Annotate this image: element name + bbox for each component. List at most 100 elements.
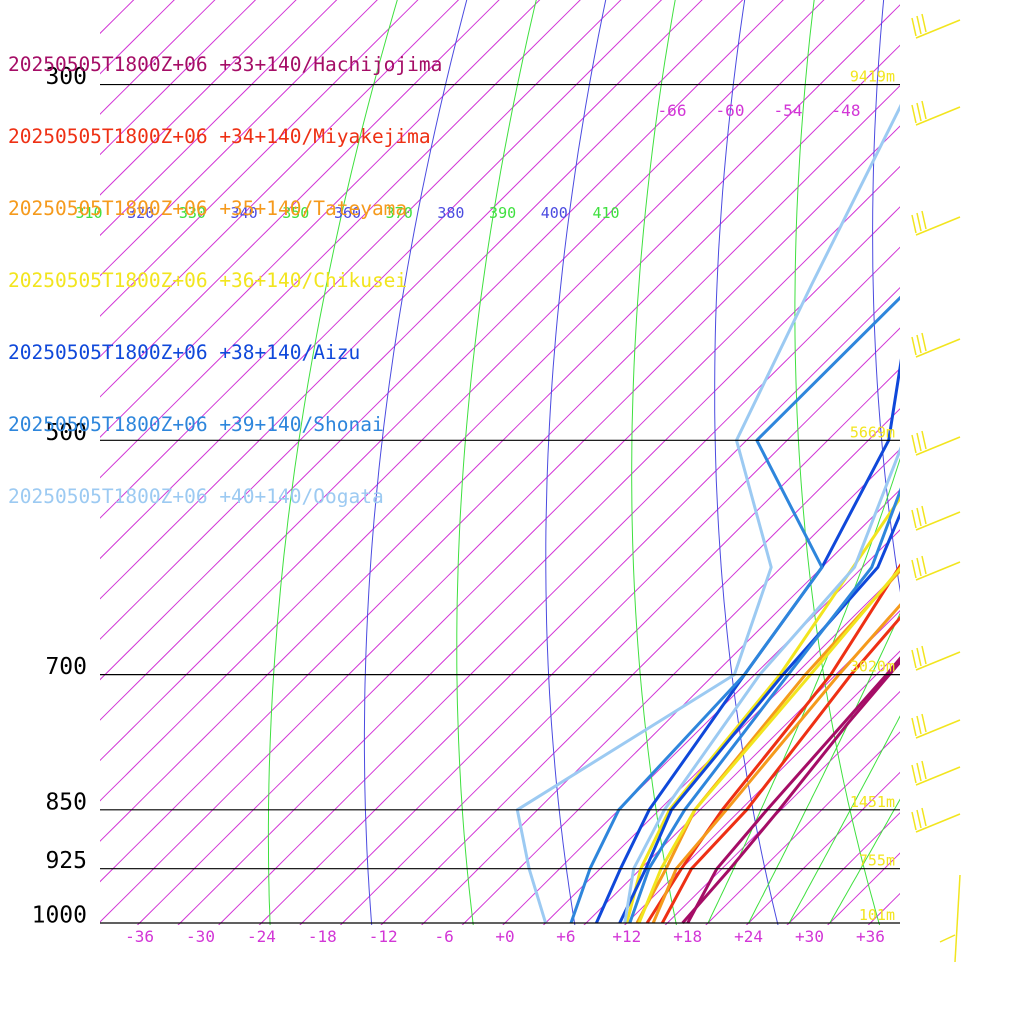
wind-barb-staff (915, 511, 961, 531)
height-label: 755m (859, 852, 895, 870)
series-0-dewpoint-line (681, 659, 900, 924)
pressure-label: 1000 (32, 903, 87, 929)
dry-adiabat-line (794, 0, 881, 925)
legend-entry-aizu: 20250505T1800Z+06 +38+140/Aizu (8, 341, 361, 364)
legend-entry-chikusei: 20250505T1800Z+06 +36+140/Chikusei (8, 269, 408, 292)
isotherm-line (100, 4, 900, 802)
theta-label: 360 (334, 204, 361, 222)
isotherm-line (745, 771, 900, 925)
isotherm-line (502, 529, 900, 925)
moist-adiabat-line (748, 612, 900, 924)
wind-barb-flag (921, 555, 927, 575)
legend-entry-tateyama: 20250505T1800Z+06 +35+140/Tateyama (8, 197, 408, 220)
series-2-dewpoint-line (635, 568, 900, 924)
wind-barb-staff (915, 813, 961, 833)
wind-barb-flag (921, 430, 927, 450)
wind-barb-flag (911, 434, 917, 454)
theta-label: 390 (489, 204, 516, 222)
isotherm-line (958, 0, 1024, 957)
wind-barb-staff (915, 436, 961, 456)
isotherm-upper-label: -54 (774, 101, 803, 120)
wind-barb-flag (916, 334, 922, 354)
wind-barb-flag (921, 807, 927, 827)
isotherm-line (786, 812, 900, 925)
theta-label: 310 (75, 204, 102, 222)
isotherm-upper-label: -60 (716, 101, 745, 120)
wind-barb-flag (939, 934, 956, 943)
dry-adiabat-line (545, 0, 607, 925)
dry-adiabat-line (872, 0, 900, 593)
theta-label: 350 (282, 204, 309, 222)
wind-barb-flag (921, 332, 927, 352)
height-label: 9419m (850, 68, 895, 86)
x-tick-label: -12 (369, 927, 398, 946)
moist-adiabat-line (829, 798, 900, 924)
isotherm-line (867, 892, 900, 925)
wind-barb-flag (921, 713, 927, 733)
isotherm-line (299, 327, 900, 925)
x-tick-label: +30 (795, 927, 824, 946)
dry-adiabat-line (714, 0, 779, 925)
x-tick-label: +36 (856, 927, 885, 946)
isotherm-line (380, 408, 900, 925)
height-label: 101m (859, 906, 895, 924)
wind-barbs (911, 13, 961, 963)
theta-label: 330 (179, 204, 206, 222)
legend-entry-oogata: 20250505T1800Z+06 +40+140/Oogata (8, 485, 384, 508)
isotherm-line (100, 125, 900, 923)
moist-adiabat-line (788, 715, 900, 924)
wind-barb-flag (911, 811, 917, 831)
x-tick-label: -30 (186, 927, 215, 946)
legend-entry-hachijojima: 20250505T1800Z+06 +33+140/Hachijojima (8, 53, 443, 76)
isotherm-line (583, 610, 900, 925)
wind-barb-flag (921, 100, 927, 120)
wind-barb-flag (916, 15, 922, 35)
wind-barb-flag (911, 764, 917, 784)
wind-barb-flag (916, 102, 922, 122)
isotherm-line (705, 731, 900, 925)
isotherm-line (624, 650, 900, 925)
x-tick-label: +0 (495, 927, 514, 946)
wind-barb-flag (916, 212, 922, 232)
wind-barb-flag (921, 645, 927, 665)
legend-entry-shonai: 20250505T1800Z+06 +39+140/Shonai (8, 413, 384, 436)
isotherm-line (100, 0, 703, 600)
height-label: 1451m (850, 793, 895, 811)
series-4-temperature-line (618, 510, 900, 924)
x-tick-label: -6 (434, 927, 453, 946)
dry-adiabat-line (363, 0, 468, 925)
wind-barb-staff (915, 651, 961, 671)
series-2-temperature-line (651, 603, 900, 924)
wind-barb-staff (915, 216, 961, 236)
theta-label: 380 (437, 204, 464, 222)
wind-barb-flag (921, 13, 927, 33)
theta-label: 400 (541, 204, 568, 222)
wind-barb-flag (916, 557, 922, 577)
wind-barb-flag (911, 717, 917, 737)
wind-barb-flag (916, 432, 922, 452)
dry-adiabat-line (267, 0, 398, 925)
theta-label: 370 (386, 204, 413, 222)
wind-barb-flag (916, 762, 922, 782)
wind-barb-flag (921, 210, 927, 230)
sounding-profiles (515, 103, 900, 924)
isotherm-line (542, 569, 900, 925)
isotherm-line (136, 165, 900, 925)
isotherm-line (100, 84, 900, 883)
isotherm-upper-label: -48 (832, 101, 861, 120)
isotherm-line (100, 0, 825, 721)
isotherm-line (339, 367, 900, 925)
x-tick-label: -24 (247, 927, 276, 946)
theta-label: 320 (127, 204, 154, 222)
axes-layer: 10016341m15013849m20012097m25010629m3009… (32, 64, 900, 946)
wind-barb-flag (916, 647, 922, 667)
wind-barb-flag (916, 507, 922, 527)
wind-barb-staff (915, 338, 961, 358)
x-tick-label: +12 (612, 927, 641, 946)
legend-entry-miyakejima: 20250505T1800Z+06 +34+140/Miyakejima (8, 125, 431, 148)
wind-barb-flag (911, 104, 917, 124)
isotherm-line (218, 246, 900, 925)
moist-adiabat-line (707, 457, 900, 924)
isotherm-line (100, 0, 866, 762)
